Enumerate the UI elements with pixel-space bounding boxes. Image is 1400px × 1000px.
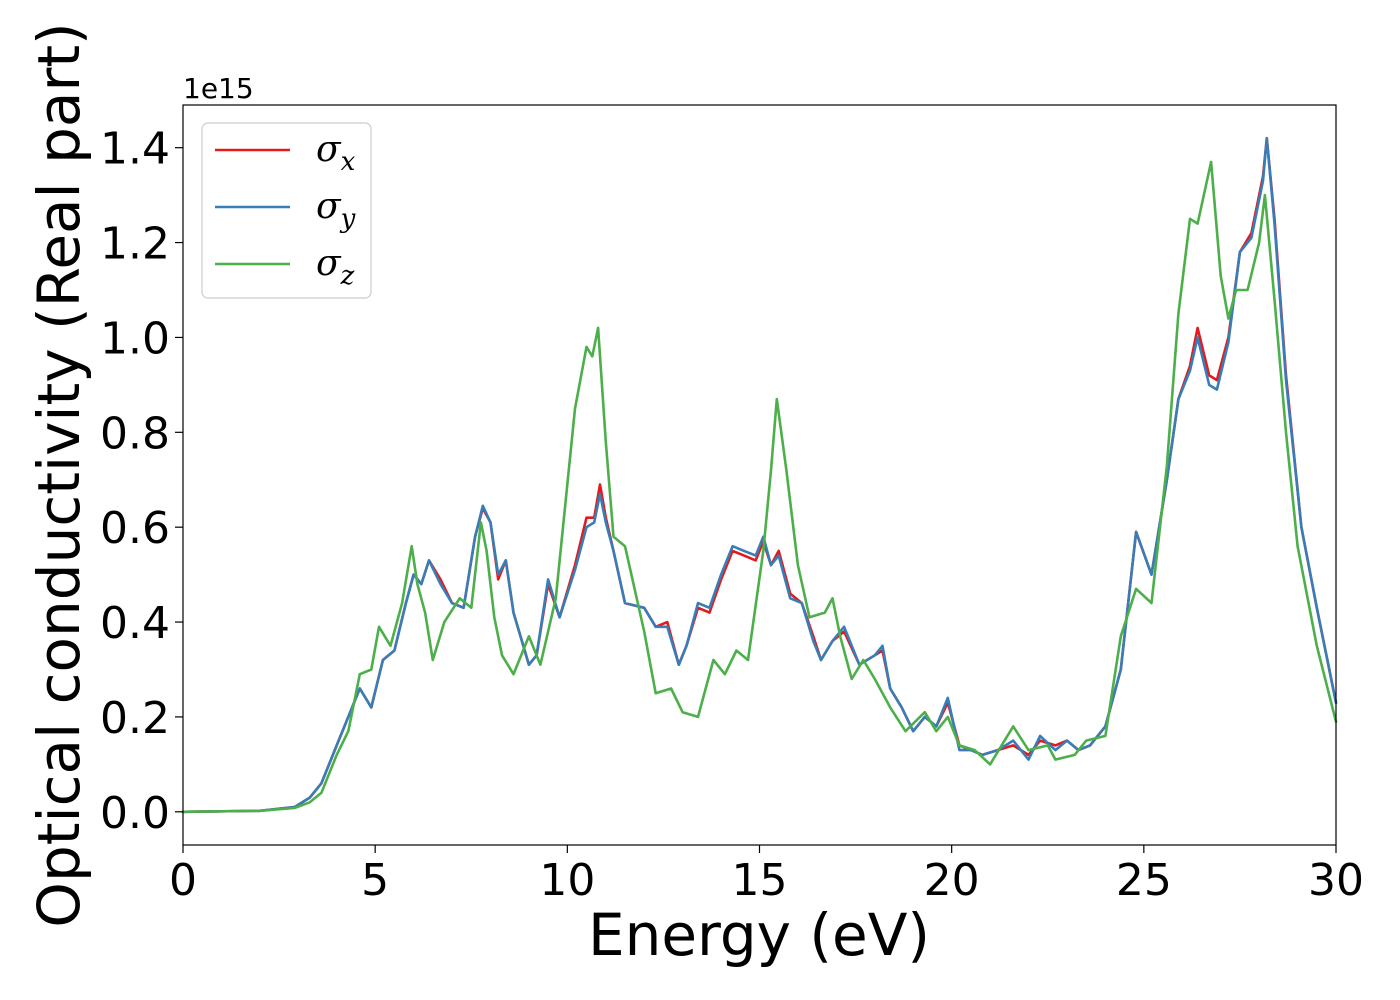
- x-tick-label: 15: [732, 855, 788, 906]
- x-tick-label: 20: [924, 855, 980, 906]
- y-tick-label: 0.8: [100, 408, 170, 459]
- x-axis: 0 5 10 15 20 25 30: [169, 845, 1364, 906]
- x-tick-label: 0: [169, 855, 197, 906]
- series-layer: [181, 136, 1338, 814]
- legend-label-y: σy: [316, 186, 356, 234]
- x-tick-label: 10: [539, 855, 595, 906]
- y-tick-label: 0.2: [100, 693, 170, 744]
- legend: σx σy σz: [201, 122, 372, 299]
- x-tick-label: 30: [1308, 855, 1364, 906]
- x-tick-label: 5: [361, 855, 389, 906]
- x-tick-label: 25: [1116, 855, 1172, 906]
- y-axis: 0.0 0.2 0.4 0.6 0.8 1.0 1.2 1.4: [100, 124, 183, 839]
- y-tick-label: 1.0: [100, 313, 170, 364]
- y-tick-label: 1.4: [100, 124, 170, 175]
- series-line-y: [181, 136, 1338, 814]
- plot-background: [183, 105, 1336, 845]
- y-axis-title: Optical conductivity (Real part): [25, 22, 93, 927]
- y-offset-text: 1e15: [183, 72, 254, 105]
- legend-label-x: σx: [316, 129, 356, 177]
- y-tick-label: 0.0: [100, 788, 170, 839]
- series-line-z: [181, 160, 1338, 814]
- legend-label-z: σz: [316, 243, 355, 291]
- y-tick-label: 1.2: [100, 219, 170, 270]
- x-axis-title: Energy (eV): [588, 901, 930, 969]
- y-tick-label: 0.6: [100, 503, 170, 554]
- y-tick-label: 0.4: [100, 598, 170, 649]
- legend-frame: [201, 122, 372, 299]
